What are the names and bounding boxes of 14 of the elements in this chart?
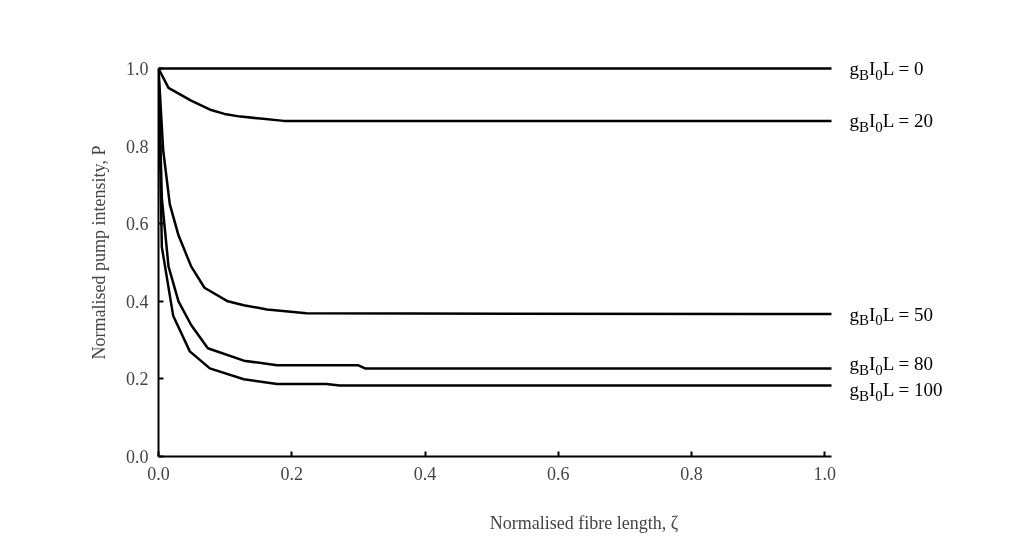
y-tick-label: 0.2 bbox=[126, 369, 149, 390]
y-tick-label: 1.0 bbox=[126, 59, 149, 79]
y-axis-title: Normalised pump intensity, P bbox=[89, 145, 109, 360]
y-tick-label: 0.8 bbox=[126, 136, 149, 157]
x-axis-title: Normalised fibre length, ζ bbox=[489, 512, 679, 533]
y-tick-label: 0.4 bbox=[126, 291, 149, 312]
x-tick-label: 0.8 bbox=[680, 463, 703, 484]
x-tick-label: 0.6 bbox=[547, 463, 570, 484]
x-tick-label: 0.2 bbox=[280, 463, 304, 484]
x-tick-label: 1.0 bbox=[813, 463, 837, 484]
y-tick-label: 0.0 bbox=[126, 447, 149, 467]
y-tick-label: 0.6 bbox=[126, 214, 149, 235]
x-tick-label: 0.4 bbox=[413, 463, 437, 484]
x-tick-label: 0.0 bbox=[147, 463, 170, 484]
